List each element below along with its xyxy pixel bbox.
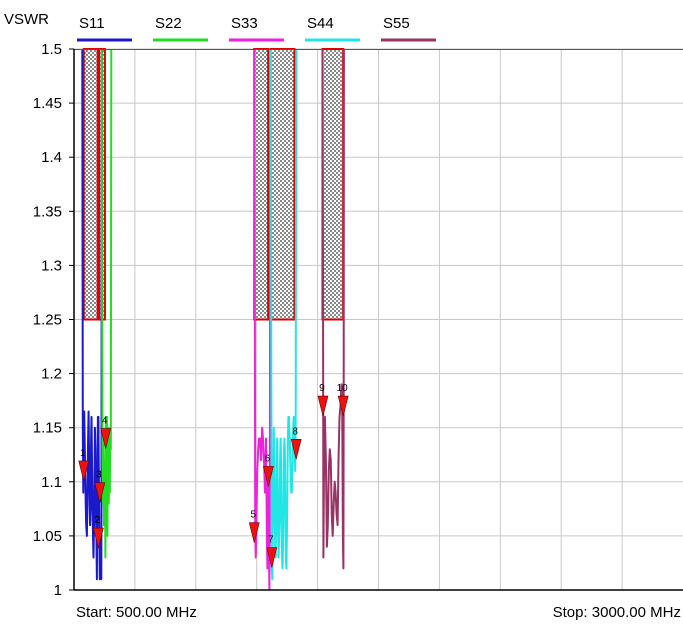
y-tick-label: 1.5 (41, 41, 62, 58)
marker-label: 3 (96, 470, 102, 481)
marker-label: 6 (265, 453, 271, 464)
limit-mask (269, 48, 296, 321)
marker-label: 1 (80, 448, 86, 459)
legend-label-s22: S22 (155, 15, 182, 32)
limit-masks (82, 48, 345, 321)
marker-triangle (94, 482, 106, 503)
marker-label: 8 (292, 426, 298, 437)
marker-triangle (263, 466, 274, 487)
marker-label: 7 (268, 535, 274, 546)
legend-label-s11: S11 (79, 15, 105, 32)
stop-label: Stop: 3000.00 MHz (553, 604, 681, 621)
marker-triangle (100, 428, 112, 449)
limit-mask (82, 48, 99, 321)
marker-triangle (266, 547, 278, 568)
y-tick-label: 1.05 (33, 528, 62, 545)
y-tick-label: 1.35 (33, 203, 62, 220)
start-label: Start: 500.00 MHz (76, 604, 197, 621)
marker-label: 10 (337, 383, 349, 394)
marker-triangle (78, 460, 90, 482)
series-line-s44 (269, 49, 298, 581)
y-tick-label: 1.25 (33, 312, 62, 329)
legend: S11 S22 S33 S44 S55 (77, 15, 436, 42)
legend-label-s55: S55 (383, 15, 410, 32)
y-tick-label: 1.2 (41, 366, 62, 383)
y-tick-label: 1.45 (33, 95, 62, 112)
y-axis-label: VSWR (4, 11, 49, 28)
grid (74, 48, 683, 591)
limit-mask (253, 48, 270, 321)
marker-label: 5 (250, 510, 256, 521)
y-tick-label: 1.3 (41, 257, 62, 274)
axes: 1 1.05 1.1 1.15 1.2 1.25 1.3 1.35 1.4 1.45 1.5 (33, 41, 683, 599)
series-line-s55 (74, 49, 683, 570)
marker-label: 4 (102, 416, 108, 427)
legend-label-s44: S44 (307, 15, 334, 32)
markers: 1 2 3 4 5 6 7 8 9 10 (78, 383, 349, 568)
marker-triangle (317, 395, 329, 417)
y-tick-label: 1.15 (33, 420, 62, 437)
marker-label: 2 (95, 515, 101, 526)
y-tick-label: 1.1 (41, 474, 62, 491)
marker-triangle (248, 522, 260, 543)
marker-triangle (92, 527, 104, 549)
marker-triangle (290, 439, 302, 460)
series-line-s33 (253, 49, 272, 590)
legend-label-s33: S33 (231, 15, 258, 32)
limit-mask (321, 48, 345, 321)
y-tick-label: 1 (54, 582, 62, 599)
marker-triangle (337, 395, 349, 417)
marker-label: 9 (319, 383, 325, 394)
y-tick-label: 1.4 (41, 149, 62, 166)
